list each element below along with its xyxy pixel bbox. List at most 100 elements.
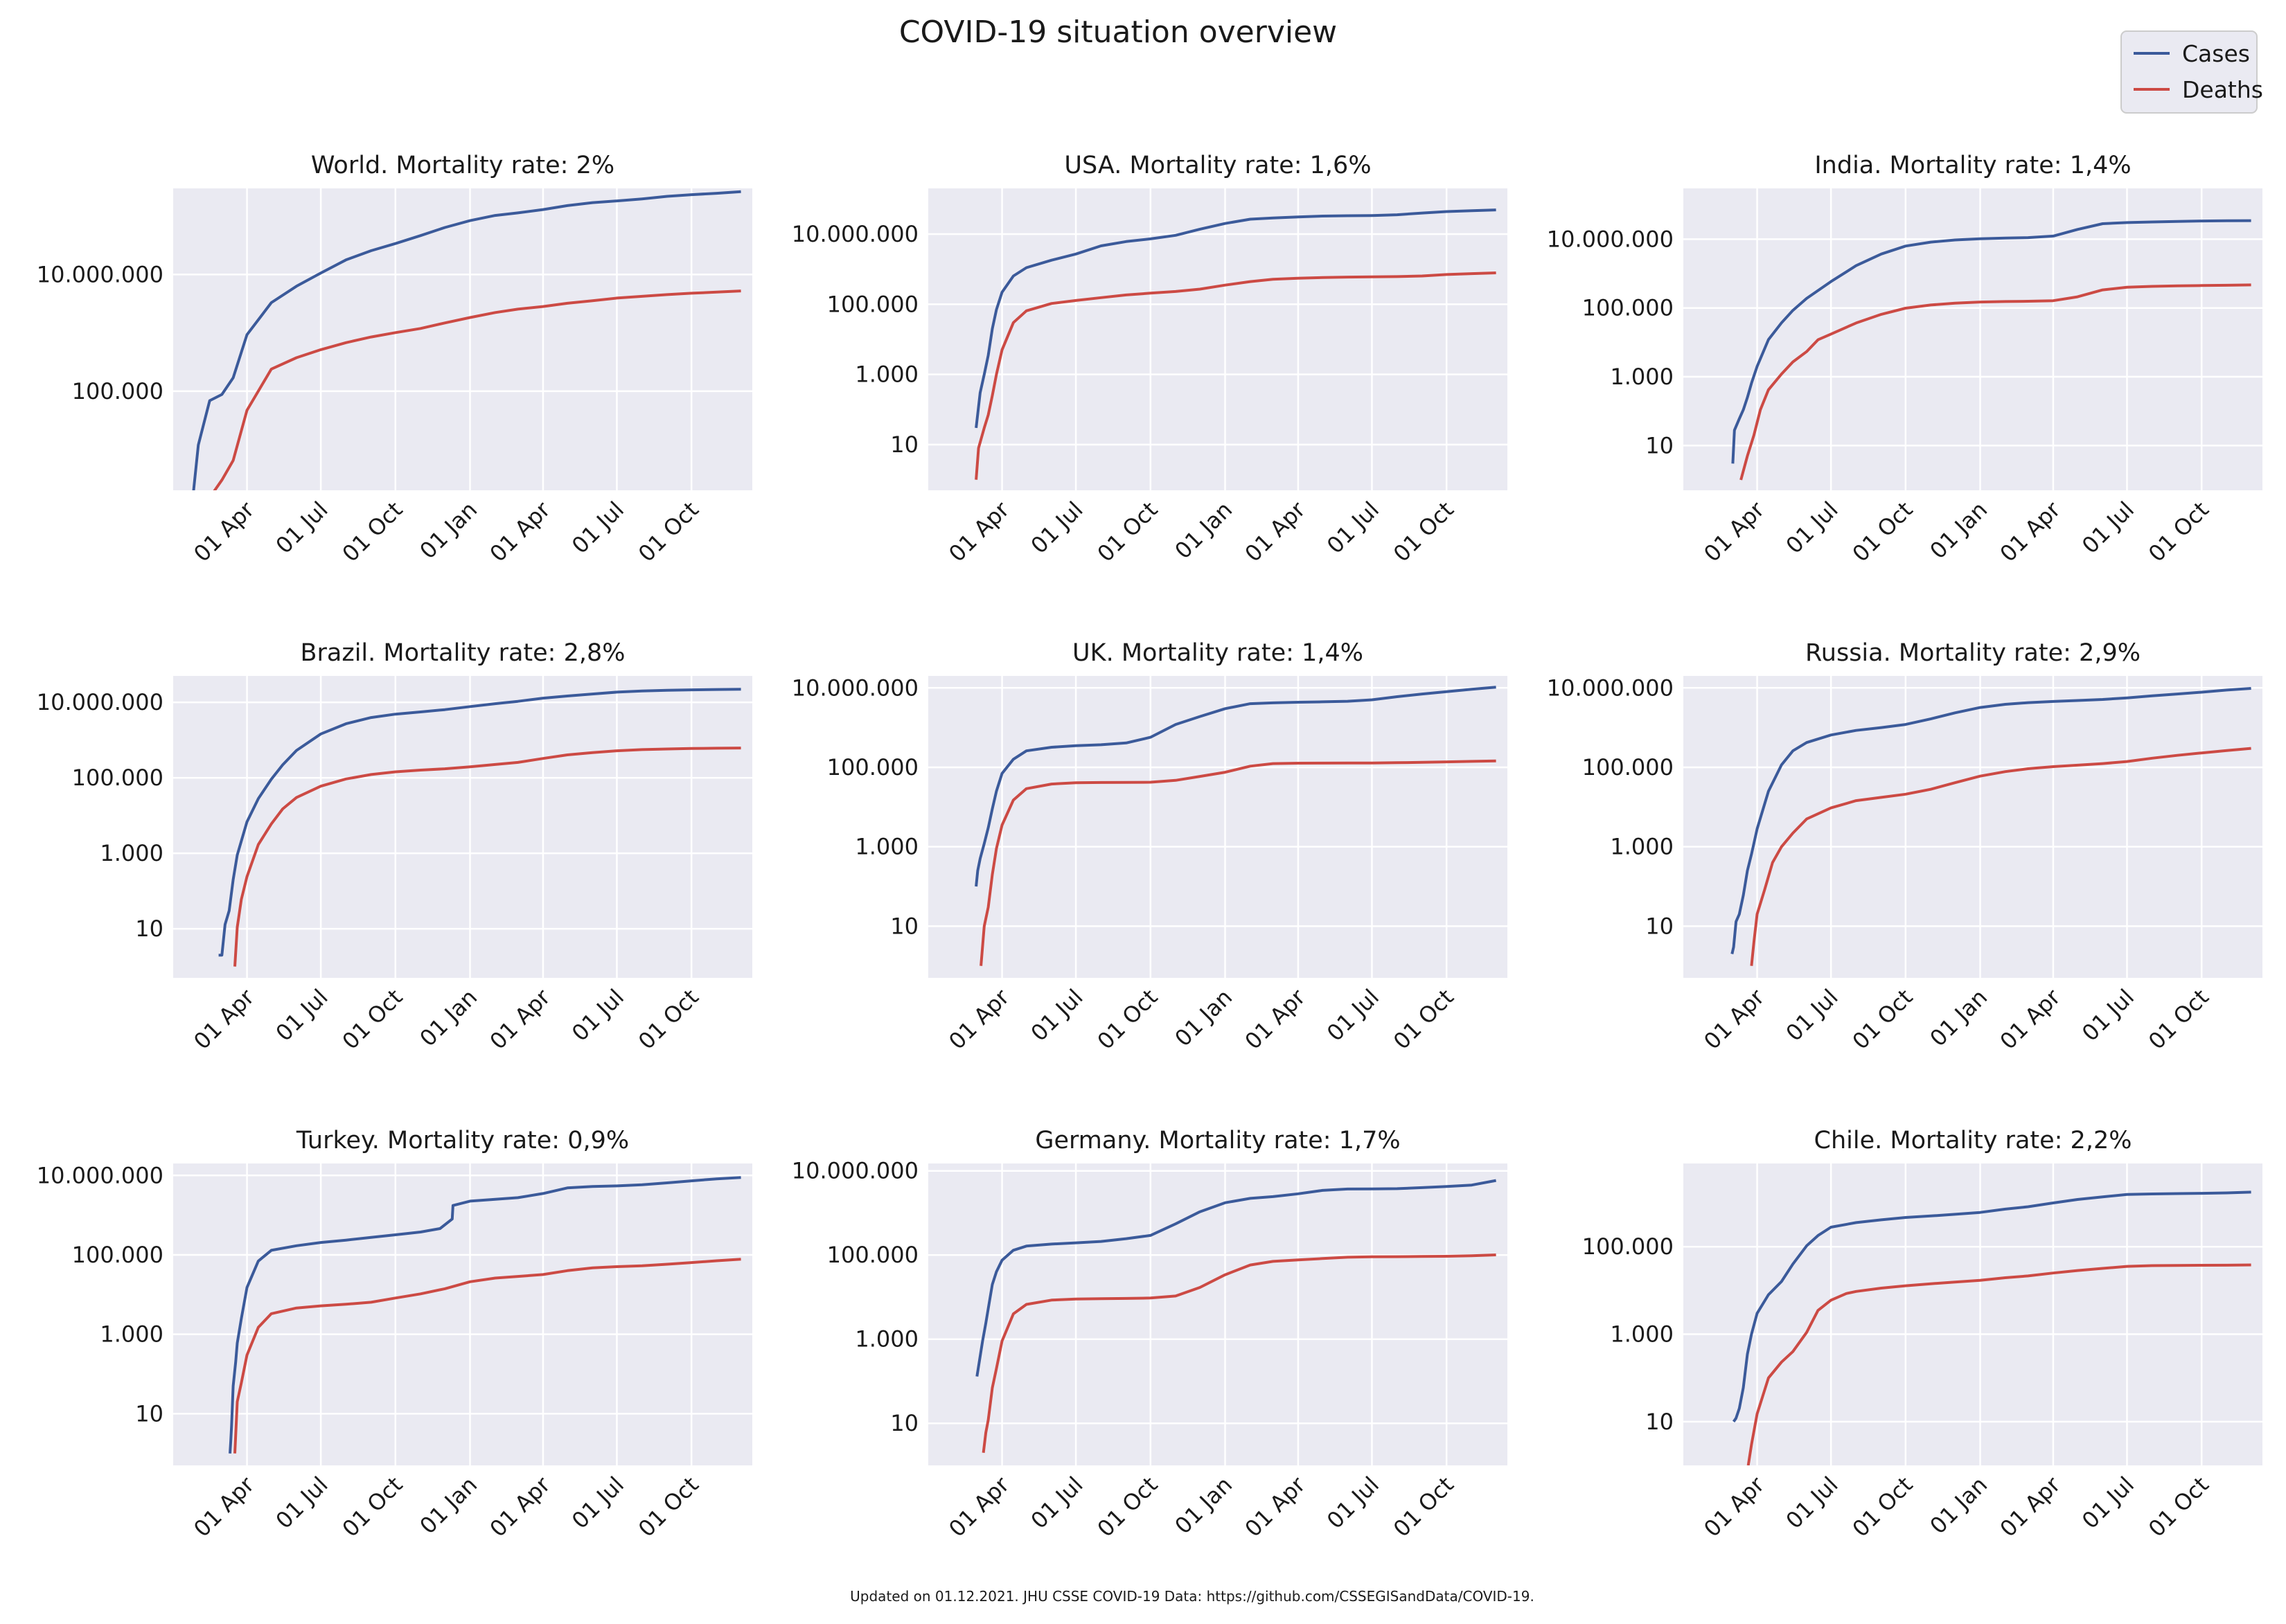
y-tick-label: 100.000 [72, 378, 163, 404]
x-tick-label: 01 Apr [1240, 496, 1311, 567]
x-tick-label: 01 Oct [2143, 984, 2214, 1055]
series-line-deaths [982, 1253, 1496, 1453]
y-tick-label: 100.000 [827, 291, 919, 317]
x-tick-label: 01 Apr [1699, 496, 1770, 567]
y-tick-label: 10 [1645, 432, 1674, 458]
y-tick-label: 1.000 [855, 362, 919, 388]
x-tick-label: 01 Jul [1781, 497, 1843, 559]
series-line-deaths [1750, 747, 2251, 966]
y-tick-label: 10.000.000 [37, 1162, 163, 1188]
footer-note: Updated on 01.12.2021. JHU CSSE COVID-19… [850, 1588, 1534, 1605]
panel-title: UK. Mortality rate: 1,4% [1072, 639, 1363, 667]
y-tick-label: 1.000 [1610, 1321, 1674, 1348]
x-tick-label: 01 Oct [633, 497, 704, 567]
panel-title: India. Mortality rate: 1,4% [1814, 152, 2131, 179]
panel-russia: 01 Apr 01 Jul 01 Oct 01 Jan 01 Apr 01 Jul 01 O… [1547, 639, 2262, 1055]
x-tick-label: 01 Jan [414, 984, 482, 1052]
x-tick-label: 01 Apr [188, 1471, 260, 1542]
panel-title: World. Mortality rate: 2% [311, 152, 614, 179]
y-tick-label: 1.000 [100, 840, 163, 866]
y-tick-label: 100.000 [827, 1242, 919, 1268]
x-tick-label: 01 Oct [633, 1472, 704, 1542]
x-tick-label: 01 Oct [1847, 1472, 1917, 1542]
series-line-deaths [213, 289, 741, 490]
series-line-cases [218, 688, 741, 957]
x-tick-label: 01 Jan [1924, 1472, 1992, 1540]
legend: Cases Deaths [2120, 30, 2263, 114]
plot-area [928, 676, 1507, 978]
plot-area [928, 1163, 1507, 1465]
panel-title: USA. Mortality rate: 1,6% [1064, 152, 1371, 179]
x-tick-label: 01 Oct [337, 984, 407, 1055]
x-tick-label: 01 Oct [2143, 1472, 2214, 1542]
panel-title: Brazil. Mortality rate: 2,8% [300, 639, 625, 667]
x-tick-label: 01 Jan [1169, 984, 1237, 1052]
y-tick-label: 1.000 [1610, 364, 1674, 390]
series-line-deaths [1739, 283, 2251, 481]
x-tick-label: 01 Apr [943, 496, 1015, 567]
x-tick-label: 01 Oct [1092, 497, 1162, 567]
x-tick-label: 01 Oct [1092, 984, 1162, 1055]
x-tick-label: 01 Oct [2143, 497, 2214, 567]
x-tick-label: 01 Apr [1995, 983, 2066, 1055]
x-tick-label: 01 Jan [1924, 497, 1992, 564]
x-tick-label: 01 Oct [1092, 1472, 1162, 1542]
panel-uk: 01 Apr 01 Jul 01 Oct 01 Jan 01 Apr 01 Jul 01 O… [792, 639, 1507, 1055]
x-tick-label: 01 Oct [337, 497, 407, 567]
figure-title: COVID-19 situation overview [899, 15, 1337, 50]
plot-area [173, 188, 752, 490]
y-tick-label: 10.000.000 [792, 1158, 919, 1184]
panel-brazil: 01 Apr 01 Jul 01 Oct 01 Jan 01 Apr 01 Jul 01 O… [37, 639, 752, 1055]
subplot-grid: 01 Apr 01 Jul 01 Oct 01 Jan 01 Apr 01 Jul 01 O… [37, 152, 2262, 1542]
x-tick-label: 01 Jan [1169, 497, 1237, 564]
panel-world: 01 Apr 01 Jul 01 Oct 01 Jan 01 Apr 01 Jul 01 O… [37, 152, 752, 567]
panel-india: 01 Apr 01 Jul 01 Oct 01 Jan 01 Apr 01 Jul 01 O… [1547, 152, 2262, 567]
y-tick-label: 1.000 [855, 1326, 919, 1353]
y-tick-label: 1.000 [1610, 834, 1674, 860]
plot-area [1683, 1163, 2262, 1465]
y-tick-label: 10 [890, 1410, 919, 1436]
y-tick-label: 10 [135, 916, 163, 942]
series-line-cases [1731, 219, 2251, 464]
y-tick-label: 10.000.000 [1547, 675, 1674, 701]
x-tick-label: 01 Jul [567, 497, 629, 559]
x-tick-label: 01 Apr [485, 1471, 556, 1542]
plot-area [173, 676, 752, 978]
x-tick-label: 01 Apr [485, 983, 556, 1055]
series-line-cases [1730, 687, 2251, 954]
x-tick-label: 01 Apr [1995, 496, 2066, 567]
x-tick-label: 01 Jan [1924, 984, 1992, 1052]
panel-chile: 01 Apr 01 Jul 01 Oct 01 Jan 01 Apr 01 Jul 01 O… [1582, 1127, 2262, 1542]
x-tick-label: 01 Jul [1781, 984, 1843, 1046]
x-tick-label: 01 Jul [2077, 984, 2139, 1046]
x-tick-label: 01 Oct [1388, 497, 1459, 567]
x-tick-label: 01 Jul [1026, 497, 1088, 559]
y-tick-label: 100.000 [1582, 754, 1674, 780]
series-line-deaths [233, 747, 741, 967]
series-line-cases [975, 1179, 1496, 1377]
x-tick-label: 01 Jul [1026, 1472, 1088, 1534]
x-tick-label: 01 Jan [414, 1472, 482, 1540]
y-tick-label: 10 [1645, 1409, 1674, 1435]
x-tick-label: 01 Jul [2077, 497, 2139, 559]
x-tick-label: 01 Apr [1240, 1471, 1311, 1542]
x-tick-label: 01 Jul [271, 984, 333, 1046]
x-tick-label: 01 Jul [1026, 984, 1088, 1046]
y-tick-label: 100.000 [827, 754, 919, 780]
y-tick-label: 10 [890, 431, 919, 458]
y-tick-label: 10 [135, 1400, 163, 1427]
series-line-cases [975, 686, 1496, 887]
series-line-cases [1732, 1190, 2251, 1422]
x-tick-label: 01 Jul [271, 1472, 333, 1534]
x-tick-label: 01 Jul [1322, 984, 1384, 1046]
legend-deaths-label: Deaths [2182, 76, 2263, 103]
y-tick-label: 10.000.000 [792, 675, 919, 701]
x-tick-label: 01 Jan [414, 497, 482, 564]
y-tick-label: 10.000.000 [37, 261, 163, 287]
y-tick-label: 100.000 [1582, 1233, 1674, 1260]
x-tick-label: 01 Apr [943, 1471, 1015, 1542]
x-tick-label: 01 Jul [1322, 1472, 1384, 1534]
series-line-cases [975, 208, 1496, 429]
x-tick-label: 01 Oct [633, 984, 704, 1055]
